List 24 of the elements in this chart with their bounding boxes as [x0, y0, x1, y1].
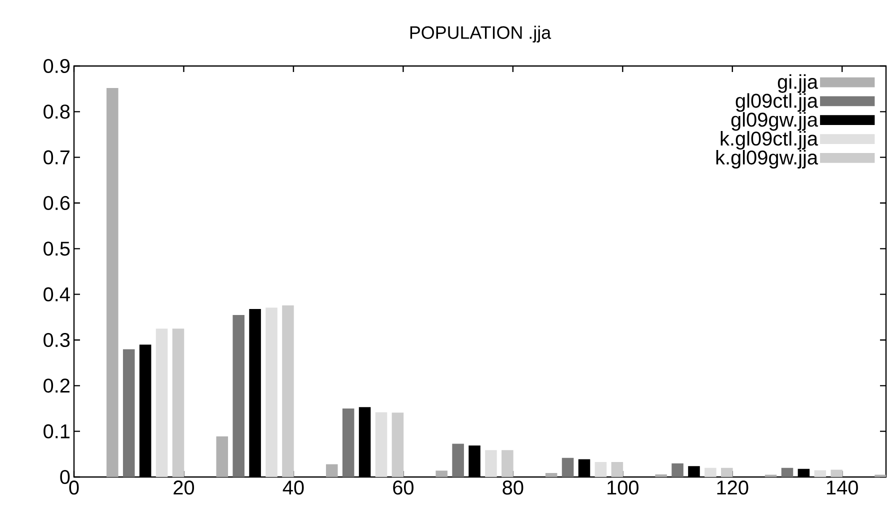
- y-tick-label: 0.1: [44, 424, 70, 438]
- x-tick-label: 20: [174, 480, 194, 495]
- x-tick-label: 60: [393, 480, 414, 495]
- y-tick-label: 0.3: [44, 332, 70, 348]
- x-tick-label: 100: [608, 480, 638, 495]
- x-tick-label: 80: [502, 480, 524, 495]
- legend-label: gl09gw.jja: [731, 112, 818, 131]
- legend-label: gl09ctl.jja: [736, 93, 818, 112]
- y-tick-label: 0.7: [44, 150, 70, 164]
- y-tick-label: 0.9: [44, 58, 70, 74]
- legend-label: k.gl09gw.jja: [716, 150, 818, 169]
- chart-title: POPULATION .jja: [410, 26, 552, 42]
- y-tick-label: 0.6: [44, 196, 70, 210]
- y-tick-label: 0.8: [44, 104, 70, 119]
- y-tick-label: 0.5: [44, 242, 70, 256]
- x-tick-label: 40: [282, 480, 304, 495]
- x-tick-label: 120: [717, 480, 748, 495]
- legend-label: gi.jja: [778, 74, 818, 93]
- y-tick-label: 0.4: [44, 287, 70, 302]
- y-tick-label: 0: [60, 470, 70, 484]
- x-tick-label: 0: [69, 480, 79, 495]
- legend-label: k.gl09ctl.jja: [720, 131, 818, 150]
- x-tick-label: 140: [827, 480, 858, 495]
- y-tick-label: 0.2: [44, 378, 70, 393]
